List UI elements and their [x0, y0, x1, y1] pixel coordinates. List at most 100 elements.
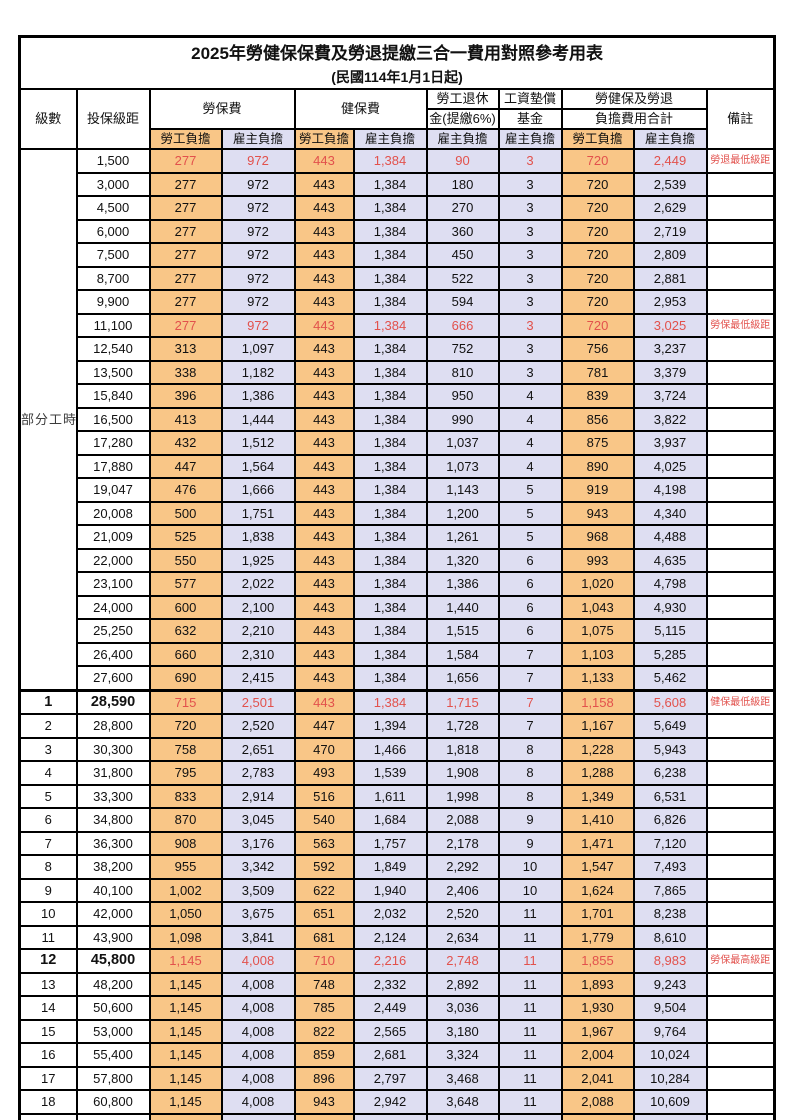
value-cell: 443 [293, 218, 355, 244]
value-cell: 968 [560, 524, 635, 550]
remark-cell: 健保最低級距 [705, 688, 776, 715]
value-cell: 577 [148, 571, 223, 597]
table-row: 11 43,900 1,098 3,841 681 2,124 2,634 11 1,779 8,… [18, 924, 776, 950]
subheader-pension-employer: 雇主負擔 [425, 128, 500, 150]
value-cell: 525 [148, 524, 223, 550]
value-cell: 2,210 [220, 618, 296, 644]
value-cell: 443 [293, 618, 355, 644]
header-level: 級數 [18, 88, 78, 150]
level-cell: 19 [18, 1112, 78, 1120]
remark-cell [705, 242, 776, 268]
value-cell: 715 [148, 688, 223, 715]
value-cell: 3 [497, 359, 563, 385]
value-cell: 1,145 [148, 971, 223, 997]
value-cell: 2,415 [220, 665, 296, 691]
value-cell: 1,384 [352, 242, 428, 268]
value-cell: 2,797 [352, 1065, 428, 1091]
value-cell: 1,050 [148, 901, 223, 927]
value-cell: 277 [148, 265, 223, 291]
value-cell: 1,466 [352, 736, 428, 762]
value-cell: 432 [148, 430, 223, 456]
value-cell: 2,088 [560, 1089, 635, 1115]
value-cell: 2,914 [220, 783, 296, 809]
value-cell: 972 [220, 195, 296, 221]
value-cell: 4,008 [220, 971, 296, 997]
value-cell: 5,943 [632, 736, 708, 762]
value-cell: 810 [425, 359, 500, 385]
value-cell: 7 [497, 713, 563, 739]
value-cell: 1,384 [352, 383, 428, 409]
value-cell: 11 [497, 1042, 563, 1068]
bracket-cell: 21,009 [75, 524, 151, 550]
table-row: 22,000 550 1,925 443 1,384 1,320 6 993 4,635 [20, 547, 776, 573]
remark-cell [705, 995, 776, 1021]
value-cell: 4 [497, 383, 563, 409]
subheader-health-employee: 勞工負擔 [293, 128, 355, 150]
table-row: 23,100 577 2,022 443 1,384 1,386 6 1,020 4,798 [20, 571, 776, 597]
value-cell: 856 [560, 406, 635, 432]
value-cell: 540 [293, 807, 355, 833]
value-cell: 748 [293, 971, 355, 997]
value-cell: 4,008 [220, 948, 296, 974]
value-cell: 720 [560, 171, 635, 197]
table-row: 25,250 632 2,210 443 1,384 1,515 6 1,075 5,115 [20, 618, 776, 644]
value-cell: 6,238 [632, 760, 708, 786]
remark-cell [705, 854, 776, 880]
value-cell: 6 [497, 594, 563, 620]
value-cell: 1,564 [220, 453, 296, 479]
subheader-health-employer: 雇主負擔 [352, 128, 428, 150]
value-cell: 4,488 [632, 524, 708, 550]
value-cell: 3,841 [220, 924, 296, 950]
value-cell: 2,651 [220, 736, 296, 762]
value-cell: 11 [497, 971, 563, 997]
value-cell: 1,002 [148, 877, 223, 903]
value-cell: 2,681 [352, 1042, 428, 1068]
header-bracket: 投保級距 [75, 88, 151, 150]
header-health-insurance: 健保費 [293, 88, 428, 130]
value-cell: 2,634 [425, 924, 500, 950]
bracket-cell: 25,250 [75, 618, 151, 644]
table-row: 10 42,000 1,050 3,675 651 2,032 2,520 11 1,701 8,… [18, 901, 776, 927]
value-cell: 1,349 [560, 783, 635, 809]
value-cell: 720 [560, 195, 635, 221]
value-cell: 1,384 [352, 312, 428, 338]
value-cell: 2,216 [352, 948, 428, 974]
value-cell: 4,008 [220, 1065, 296, 1091]
header-wage-fund-line2: 基金 [497, 108, 563, 130]
table-row: 24,000 600 2,100 443 1,384 1,440 6 1,043 4,930 [20, 594, 776, 620]
value-cell: 1,384 [352, 500, 428, 526]
value-cell: 5 [497, 524, 563, 550]
value-cell: 1,145 [148, 995, 223, 1021]
value-cell: 277 [148, 312, 223, 338]
value-cell: 2,310 [220, 641, 296, 667]
value-cell: 1,143 [425, 477, 500, 503]
value-cell: 4,008 [220, 995, 296, 1021]
value-cell: 2,088 [425, 807, 500, 833]
value-cell: 1,444 [220, 406, 296, 432]
value-cell: 2,100 [220, 594, 296, 620]
value-cell: 443 [293, 571, 355, 597]
value-cell: 1,384 [352, 430, 428, 456]
value-cell: 8 [497, 736, 563, 762]
value-cell: 6 [497, 571, 563, 597]
value-cell: 1,384 [352, 218, 428, 244]
value-cell: 972 [220, 312, 296, 338]
remark-cell [705, 1042, 776, 1068]
value-cell: 443 [293, 688, 355, 715]
value-cell: 3 [497, 336, 563, 362]
value-cell: 443 [293, 641, 355, 667]
value-cell: 5,285 [632, 641, 708, 667]
remark-cell [705, 1112, 776, 1120]
subheader-labor-employee: 勞工負擔 [148, 128, 223, 150]
value-cell: 277 [148, 148, 223, 174]
value-cell: 870 [148, 807, 223, 833]
value-cell: 516 [293, 783, 355, 809]
remark-cell: 勞保最低級距 [705, 312, 776, 338]
value-cell: 2,449 [352, 995, 428, 1021]
table-row: 13 48,200 1,145 4,008 748 2,332 2,892 11 1,893 9,… [18, 971, 776, 997]
value-cell: 2,406 [425, 877, 500, 903]
bracket-cell: 43,900 [75, 924, 151, 950]
subheader-wage-fund-employer: 雇主負擔 [497, 128, 563, 150]
value-cell: 413 [148, 406, 223, 432]
table-row: 1 28,590 715 2,501 443 1,384 1,715 7 1,158 5,608 健… [18, 688, 776, 715]
